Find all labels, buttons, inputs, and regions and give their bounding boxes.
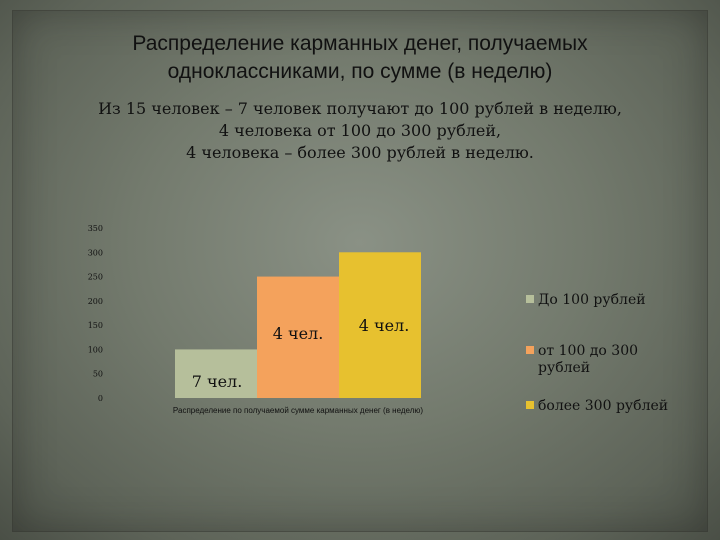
data-labels: 7 чел. 4 чел. 4 чел. — [192, 316, 410, 391]
legend-label: более 300 рублей — [538, 398, 668, 414]
y-axis-ticks: 0 50 100 150 200 250 300 350 — [88, 224, 103, 403]
bar — [339, 252, 421, 398]
slide-subtitle: Из 15 человек – 7 человек получают до 10… — [40, 98, 680, 164]
slide-panel — [12, 10, 708, 532]
slide-title: Распределение карманных денег, получаемы… — [40, 30, 680, 86]
bar-data-label: 4 чел. — [273, 324, 324, 343]
legend-swatch — [526, 295, 534, 303]
legend-label: До 100 рублей — [538, 292, 646, 308]
bar — [257, 276, 339, 398]
y-tick-label: 200 — [88, 297, 103, 306]
y-tick-label: 350 — [88, 224, 103, 233]
y-tick-label: 150 — [88, 321, 103, 330]
title-line-2: одноклассниками, по сумме (в неделю) — [167, 60, 553, 83]
legend: До 100 рублей от 100 до 300 рублей более 30… — [526, 292, 668, 414]
bar — [175, 349, 257, 398]
y-tick-label: 250 — [88, 273, 103, 282]
subtitle-line-1: Из 15 человек – 7 человек получают до 10… — [98, 99, 622, 118]
bars — [175, 252, 421, 398]
subtitle-line-3: 4 человека – более 300 рублей в неделю. — [186, 143, 534, 162]
legend-label: от 100 до 300 рублей — [538, 343, 638, 376]
y-tick-label: 300 — [88, 248, 103, 257]
y-tick-label: 0 — [98, 394, 103, 403]
legend-swatch — [526, 346, 534, 354]
bar-data-label: 4 чел. — [359, 316, 410, 335]
legend-swatch — [526, 401, 534, 409]
title-line-1: Распределение карманных денег, получаемы… — [132, 32, 588, 55]
subtitle-line-2: 4 человека от 100 до 300 рублей, — [218, 121, 502, 140]
y-tick-label: 50 — [93, 370, 103, 379]
bar-data-label: 7 чел. — [192, 372, 243, 391]
x-axis-label: Распределение по получаемой сумме карман… — [173, 406, 423, 415]
y-tick-label: 100 — [88, 345, 103, 354]
